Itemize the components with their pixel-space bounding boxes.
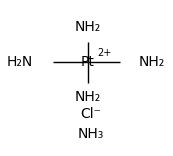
Text: NH₂: NH₂ bbox=[74, 20, 101, 34]
Text: H₂N: H₂N bbox=[7, 55, 33, 69]
Text: NH₃: NH₃ bbox=[77, 127, 104, 141]
Text: Cl⁻: Cl⁻ bbox=[81, 107, 102, 121]
Text: NH₂: NH₂ bbox=[74, 90, 101, 105]
Text: 2+: 2+ bbox=[97, 48, 112, 58]
Text: Pt: Pt bbox=[81, 55, 94, 69]
Text: NH₂: NH₂ bbox=[139, 55, 165, 69]
